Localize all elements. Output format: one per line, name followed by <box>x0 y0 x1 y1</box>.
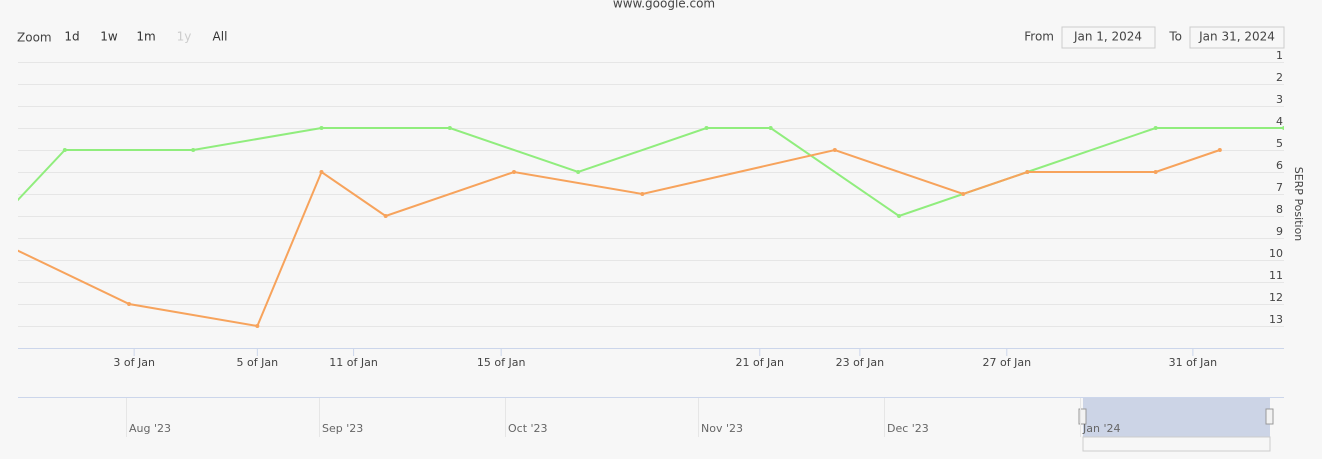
plot-area <box>0 126 1284 328</box>
zoom-button[interactable]: 1m <box>136 30 155 44</box>
y-axis-title: SERP Position <box>1292 167 1305 242</box>
point-marker <box>576 170 581 174</box>
y-tick-label: 2 <box>1276 71 1283 84</box>
point-marker <box>768 126 773 130</box>
y-tick-label: 6 <box>1276 159 1283 172</box>
zoom-button: 1y <box>177 30 192 44</box>
point-marker <box>62 148 67 152</box>
point-marker <box>1217 148 1222 152</box>
navigator-label: Jan '24 <box>1082 422 1120 435</box>
y-tick-label: 7 <box>1276 181 1283 194</box>
y-tick-label: 8 <box>1276 203 1283 216</box>
point-marker <box>897 214 902 218</box>
zoom-label: Zoom <box>17 31 52 45</box>
navigator-label: Oct '23 <box>508 422 548 435</box>
x-tick-label: 23 of Jan <box>836 356 885 369</box>
x-tick-label: 31 of Jan <box>1169 356 1218 369</box>
point-marker <box>255 324 260 328</box>
point-marker <box>191 148 196 152</box>
chart-title: www.google.com <box>613 0 715 11</box>
navigator-label: Nov '23 <box>701 422 743 435</box>
point-marker <box>0 216 3 220</box>
point-marker <box>832 148 837 152</box>
navigator-label: Sep '23 <box>322 422 363 435</box>
x-tick-label: 5 of Jan <box>237 356 279 369</box>
point-marker <box>0 240 3 244</box>
x-tick-label: 3 of Jan <box>113 356 155 369</box>
to-value[interactable]: Jan 31, 2024 <box>1198 30 1275 44</box>
point-marker <box>1282 126 1284 130</box>
y-tick-label: 1 <box>1276 49 1283 62</box>
point-marker <box>383 214 388 218</box>
y-tick-label: 5 <box>1276 137 1283 150</box>
point-marker <box>640 192 645 196</box>
point-marker <box>1153 126 1158 130</box>
zoom-button[interactable]: All <box>213 30 228 44</box>
navigator-handle[interactable] <box>1265 408 1274 425</box>
navigator-mask[interactable] <box>1083 398 1270 437</box>
point-marker <box>447 126 452 130</box>
x-tick-label: 11 of Jan <box>329 356 378 369</box>
zoom-button[interactable]: 1w <box>100 30 118 44</box>
navigator-label: Aug '23 <box>129 422 171 435</box>
point-marker <box>512 170 517 174</box>
y-tick-label: 4 <box>1276 115 1283 128</box>
x-tick-label: 15 of Jan <box>477 356 526 369</box>
navigator-handle[interactable] <box>1078 408 1087 425</box>
point-marker <box>319 126 324 130</box>
to-input[interactable] <box>1189 26 1285 49</box>
navigator-scrollbar[interactable] <box>1082 436 1271 452</box>
point-marker <box>319 170 324 174</box>
x-tick-label: 21 of Jan <box>735 356 784 369</box>
from-input[interactable] <box>1061 26 1156 49</box>
x-tick-label: 27 of Jan <box>983 356 1032 369</box>
y-tick-label: 11 <box>1269 269 1283 282</box>
point-marker <box>1025 170 1030 174</box>
point-marker <box>1153 170 1158 174</box>
from-value[interactable]: Jan 1, 2024 <box>1073 30 1142 44</box>
point-marker <box>961 192 966 196</box>
series-line <box>18 127 1284 218</box>
y-tick-label: 10 <box>1269 247 1283 260</box>
from-label: From <box>1024 30 1054 44</box>
series-line <box>18 148 1221 328</box>
y-tick-label: 13 <box>1269 313 1283 326</box>
to-label: To <box>1168 30 1182 44</box>
point-marker <box>704 126 709 130</box>
navigator: Aug '23 Sep '23 Oct '23 Nov '23 Dec '23 Jan '… <box>18 397 1284 452</box>
point-marker <box>127 302 132 306</box>
navigator-label: Dec '23 <box>887 422 929 435</box>
zoom-button[interactable]: 1d <box>64 30 79 44</box>
y-tick-label: 9 <box>1276 225 1283 238</box>
y-tick-label: 3 <box>1276 93 1283 106</box>
y-tick-label: 12 <box>1269 291 1283 304</box>
